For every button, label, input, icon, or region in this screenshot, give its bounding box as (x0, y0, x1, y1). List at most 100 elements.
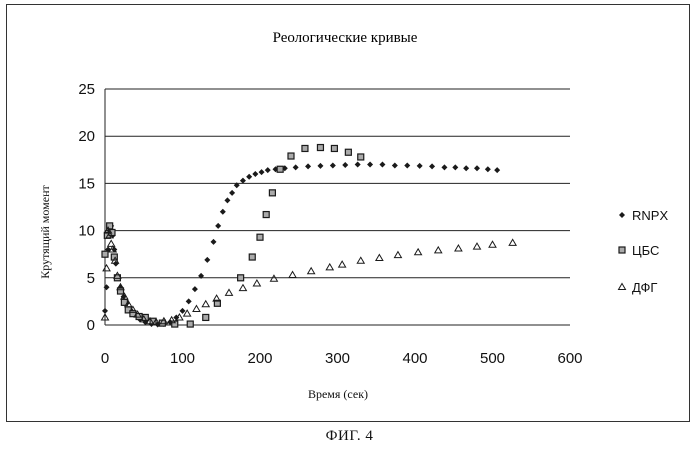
data-point (105, 230, 115, 239)
data-point (288, 270, 297, 278)
data-point (316, 143, 325, 152)
data-point (344, 148, 352, 156)
data-point (413, 247, 423, 256)
y-tick-label: 0 (87, 317, 95, 334)
data-point (191, 286, 198, 293)
data-point (463, 165, 470, 172)
data-point (215, 222, 222, 229)
data-point (151, 317, 161, 326)
data-point (198, 272, 205, 279)
data-point (379, 161, 386, 168)
data-point (356, 256, 366, 264)
data-point (204, 256, 211, 263)
data-point (306, 266, 316, 275)
data-point (106, 239, 116, 247)
data-point (474, 165, 480, 172)
data-point (210, 238, 217, 245)
data-point (213, 299, 221, 307)
x-tick-label: 100 (170, 350, 195, 367)
data-point (357, 153, 365, 161)
data-point (102, 263, 111, 272)
data-point (237, 274, 245, 282)
data-point (252, 278, 262, 287)
series-1 (101, 143, 365, 328)
data-point (374, 253, 384, 261)
x-axis-label: Время (сек) (308, 387, 368, 401)
y-tick-label: 5 (87, 270, 95, 287)
figure-caption: ФИГ. 4 (325, 428, 374, 444)
data-point (441, 164, 448, 171)
chart-frame (6, 4, 690, 422)
data-point (239, 177, 246, 184)
data-point (171, 320, 179, 328)
y-tick-label: 25 (78, 81, 95, 98)
data-point (103, 284, 110, 291)
data-point (367, 161, 374, 168)
data-point (246, 173, 253, 180)
y-tick-label: 15 (78, 175, 95, 192)
y-tick-label: 10 (78, 223, 95, 240)
data-point (325, 262, 335, 271)
data-point (108, 244, 118, 253)
data-point (192, 304, 201, 312)
data-point (264, 167, 271, 174)
data-point (287, 152, 295, 160)
data-point (472, 242, 482, 250)
data-point (494, 167, 501, 174)
data-point (337, 260, 347, 268)
data-point (354, 161, 361, 168)
data-point (182, 309, 192, 317)
y-tick-label: 20 (78, 128, 95, 145)
data-point (116, 282, 125, 291)
legend-marker (617, 282, 627, 290)
data-point (113, 271, 122, 279)
data-point (233, 182, 240, 189)
x-tick-label: 0 (101, 350, 109, 367)
x-tick-label: 200 (247, 350, 272, 367)
data-point (452, 164, 459, 171)
x-tick-label: 500 (480, 350, 505, 367)
x-tick-label: 300 (325, 350, 350, 367)
data-point (186, 320, 194, 328)
legend-marker (618, 246, 626, 254)
data-point (179, 307, 186, 314)
data-point (128, 305, 138, 313)
data-point (175, 312, 184, 321)
data-point (224, 197, 231, 204)
data-point (292, 164, 299, 171)
data-point (167, 315, 177, 324)
legend-label: ДФГ (632, 280, 657, 295)
data-point (305, 163, 312, 170)
legend-label: ЦБС (632, 243, 659, 258)
data-point (238, 283, 248, 292)
legend-label: RNPX (632, 208, 668, 223)
x-tick-label: 600 (557, 350, 582, 367)
data-point (248, 253, 256, 261)
data-point (102, 307, 108, 314)
data-point (393, 250, 403, 259)
data-point (103, 226, 113, 234)
data-point (116, 287, 125, 295)
data-point (269, 274, 279, 282)
data-point (212, 294, 221, 302)
legend: RNPX ЦБС ДФГ (617, 208, 668, 295)
data-point (276, 165, 284, 173)
data-point (317, 162, 324, 169)
data-point (139, 314, 149, 323)
data-point (258, 169, 265, 176)
data-point (224, 288, 234, 296)
x-tick-labels: 0 100 200 300 400 500 600 (101, 350, 583, 367)
y-tick-labels: 0 5 10 15 20 25 (78, 81, 95, 334)
data-point (110, 253, 118, 261)
data-point (256, 233, 264, 241)
data-point (120, 292, 129, 300)
y-axis-label: Крутящий момент (38, 185, 52, 279)
data-point (201, 299, 211, 308)
data-point (101, 250, 109, 258)
data-point (110, 256, 120, 264)
data-point (329, 162, 336, 169)
gridlines (105, 88, 570, 279)
data-point (185, 298, 192, 305)
data-point (145, 316, 155, 325)
